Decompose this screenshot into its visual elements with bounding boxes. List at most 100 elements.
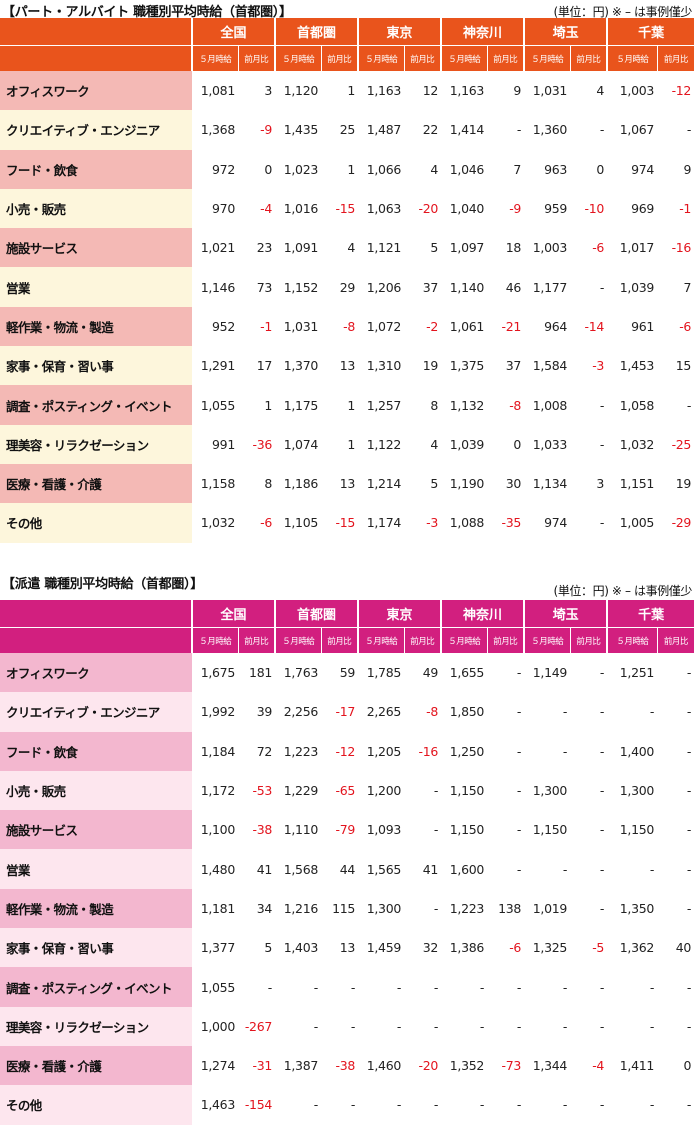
part-mom-change-cell: -3: [592, 358, 605, 374]
part-mom-change-cell: 29: [339, 279, 356, 295]
haken-mom-change-cell: -: [686, 665, 692, 681]
haken-mom-change-cell: -6: [509, 940, 522, 956]
part-wage-cell: 1,584: [532, 358, 568, 374]
part-wage-cell: 1,072: [366, 318, 402, 334]
part-wage-cell: 1,046: [449, 161, 485, 177]
part-mom-change-cell: 37: [505, 358, 522, 374]
part-wage-cell: 1,186: [283, 476, 319, 492]
haken-mom-change-cell: -: [686, 783, 692, 799]
haken-subheader-wage: ５月時給: [191, 627, 238, 653]
haken-mom-change-cell: 13: [339, 940, 356, 956]
part-wage-cell: 1,088: [449, 515, 485, 531]
haken-subheader-wage: ５月時給: [606, 627, 658, 653]
haken-subheader-mom: 前月比: [320, 627, 359, 653]
haken-wage-cell: 1,377: [200, 940, 236, 956]
haken-mom-change-cell: -20: [418, 1058, 439, 1074]
haken-wage-cell: 1,150: [532, 822, 568, 838]
haken-mom-change-cell: -: [599, 861, 605, 877]
part-unit-note: (単位：円) ※ – は事例僅少: [553, 5, 693, 19]
haken-wage-cell: -: [562, 979, 568, 995]
haken-subheader-wage: ５月時給: [440, 627, 488, 653]
haken-wage-cell: 1,200: [366, 783, 402, 799]
part-mom-change-cell: -8: [343, 318, 356, 334]
part-wage-cell: 972: [212, 161, 235, 177]
haken-wage-cell: 1,992: [200, 704, 236, 720]
part-row-label: その他: [0, 503, 192, 543]
part-row-label: 施設サービス: [0, 228, 192, 268]
part-mom-change-cell: 3: [596, 476, 605, 492]
haken-mom-change-cell: -: [686, 900, 692, 916]
part-mom-change-cell: -25: [671, 436, 692, 452]
haken-region-header: 埼玉: [523, 600, 608, 628]
haken-subheader-mom: 前月比: [656, 627, 694, 653]
part-mom-change-cell: 19: [675, 476, 692, 492]
haken-wage-cell: 1,223: [283, 743, 319, 759]
part-mom-change-cell: 1: [347, 83, 356, 99]
part-mom-change-cell: -2: [426, 318, 439, 334]
haken-subheader-corner: [0, 627, 192, 653]
haken-mom-change-cell: -8: [426, 704, 439, 720]
part-mom-change-cell: -9: [260, 122, 273, 138]
haken-row-label: その他: [0, 1085, 192, 1125]
part-wage-cell: 959: [544, 201, 568, 217]
part-wage-cell: 964: [544, 318, 568, 334]
part-subheader-corner: [0, 45, 192, 71]
part-wage-cell: 1,066: [366, 161, 402, 177]
part-subheader-wage: ５月時給: [523, 45, 571, 71]
haken-mom-change-cell: 41: [422, 861, 439, 877]
haken-mom-change-cell: -38: [335, 1058, 356, 1074]
haken-wage-cell: 1,600: [449, 861, 485, 877]
haken-row-label: 医療・看護・介護: [0, 1045, 192, 1086]
haken-mom-change-cell: -: [516, 783, 522, 799]
haken-subheader-mom: 前月比: [569, 627, 608, 653]
part-wage-cell: 969: [631, 201, 655, 217]
haken-wage-cell: 1,110: [283, 822, 319, 838]
haken-mom-change-cell: 59: [339, 665, 356, 681]
haken-mom-change-cell: -154: [244, 1097, 273, 1113]
haken-table-row: 軽作業・物流・製造 1,181 34 1,216 115 1,300-1,223 138 1,…: [0, 888, 694, 929]
haken-mom-change-cell: 181: [249, 665, 273, 681]
part-wage-cell: 1,031: [283, 318, 319, 334]
part-wage-cell: 1,063: [366, 201, 402, 217]
haken-wage-cell: -: [562, 1018, 568, 1034]
part-wage-cell: 1,190: [449, 476, 485, 492]
part-wage-cell: 1,105: [283, 515, 319, 531]
part-mom-change-cell: -9: [509, 201, 522, 217]
part-table-row: オフィスワーク 1,081 3 1,120 1 1,163 12 1,163 9 1,031 4 1,…: [0, 71, 694, 111]
haken-mom-change-cell: -38: [252, 822, 273, 838]
haken-wage-cell: 1,400: [619, 743, 655, 759]
haken-mom-change-cell: -: [516, 861, 522, 877]
haken-table-row: 営業 1,480 41 1,568 44 1,565 41 1,600 - - - - -: [0, 849, 694, 889]
haken-row-label: 営業: [0, 849, 192, 889]
part-table-row: 調査・ポスティング・イベント 1,055 1 1,175 1 1,257 8 1,132 -8 1…: [0, 385, 694, 425]
part-mom-change-cell: 4: [347, 240, 356, 256]
haken-mom-change-cell: 34: [256, 900, 273, 916]
haken-wage-cell: -: [562, 861, 568, 877]
part-wage-cell: 1,158: [200, 476, 236, 492]
part-table-row: 理美容・リラクゼーション 991 -36 1,074 1 1,122 4 1,039 0 1,03…: [0, 424, 694, 464]
part-mom-change-cell: 1: [347, 161, 356, 177]
part-wage-cell: 1,435: [283, 122, 319, 138]
part-wage-cell: 1,163: [366, 83, 402, 99]
haken-wage-cell: 1,459: [366, 940, 402, 956]
haken-wage-cell: 1,350: [619, 900, 655, 916]
part-wage-cell: 1,310: [366, 358, 402, 374]
part-wage-cell: 1,291: [200, 358, 236, 374]
haken-mom-change-cell: -: [686, 704, 692, 720]
part-mom-change-cell: -12: [671, 83, 692, 99]
haken-wage-cell: 1,850: [449, 704, 485, 720]
part-table-row: 小売・販売 970 -4 1,016 -15 1,063 -20 1,040 -9 959 -10 9…: [0, 188, 694, 229]
part-wage-cell: 1,017: [619, 240, 655, 256]
part-table-row: 施設サービス 1,021 23 1,091 4 1,121 5 1,097 18 1,003 -6 1…: [0, 228, 694, 268]
part-wage-cell: 1,360: [532, 122, 568, 138]
haken-subheader-mom: 前月比: [403, 627, 442, 653]
haken-mom-change-cell: -: [350, 979, 356, 995]
haken-wage-cell: -: [396, 1097, 402, 1113]
part-wage-cell: 1,122: [366, 436, 402, 452]
part-mom-change-cell: 7: [513, 161, 522, 177]
haken-mom-change-cell: -: [686, 1018, 692, 1034]
part-wage-cell: 1,008: [532, 397, 568, 413]
part-wage-cell: 1,414: [449, 122, 485, 138]
part-table-row: 医療・看護・介護 1,158 8 1,186 13 1,214 5 1,190 30 1,134 3…: [0, 463, 694, 504]
part-subheader-mom: 前月比: [237, 45, 276, 71]
